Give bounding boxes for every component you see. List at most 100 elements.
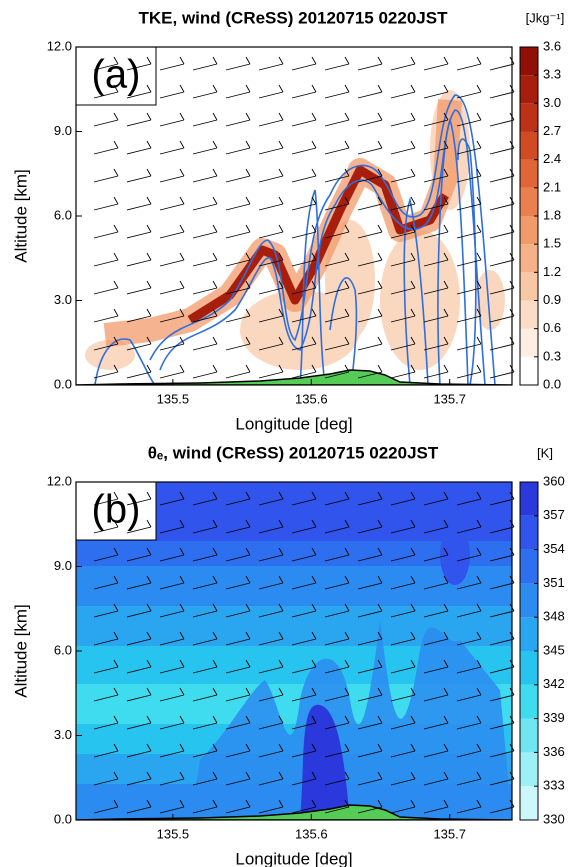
wind-barb bbox=[291, 364, 317, 379]
y-tick-label: 0.0 bbox=[54, 811, 72, 826]
wind-barb bbox=[159, 659, 185, 674]
wind-barb bbox=[291, 659, 317, 674]
wind-barb bbox=[258, 112, 284, 127]
wind-barb bbox=[390, 519, 416, 534]
wind-barb bbox=[126, 252, 152, 267]
wind-barb bbox=[423, 659, 449, 674]
wind-barb bbox=[423, 799, 449, 814]
colorbar-unit: [K] bbox=[537, 445, 553, 460]
wind-barb bbox=[423, 771, 449, 786]
wind-barb bbox=[192, 140, 218, 155]
x-axis-label: Longitude [deg] bbox=[235, 849, 352, 867]
wind-barb bbox=[159, 743, 185, 758]
wind-barb bbox=[390, 168, 416, 183]
wind-barb bbox=[390, 491, 416, 506]
wind-barb bbox=[93, 224, 119, 239]
wind-barb bbox=[456, 715, 482, 730]
wind-barb bbox=[258, 687, 284, 702]
wind-barb bbox=[159, 196, 185, 211]
wind-barb bbox=[225, 224, 251, 239]
colorbar-tick-label: 2.4 bbox=[543, 151, 561, 166]
wind-barb bbox=[390, 687, 416, 702]
wind-barb bbox=[93, 336, 119, 351]
colorbar-level bbox=[520, 583, 538, 618]
wind-barb bbox=[357, 252, 383, 267]
wind-barb bbox=[324, 519, 350, 534]
wind-barb bbox=[423, 336, 449, 351]
colorbar-tick-label: 2.1 bbox=[543, 179, 561, 194]
colorbar-tick-label: 0.3 bbox=[543, 348, 561, 363]
wind-barb bbox=[291, 491, 317, 506]
wind-barb bbox=[456, 56, 482, 71]
wind-barb bbox=[291, 84, 317, 99]
wind-barb bbox=[390, 112, 416, 127]
wind-barb bbox=[258, 631, 284, 646]
colorbar-tick-label: 3.0 bbox=[543, 95, 561, 110]
wind-barb bbox=[456, 196, 482, 211]
y-axis-label: Altitude [km] bbox=[11, 604, 30, 698]
colorbar-level bbox=[520, 482, 538, 516]
wind-barb bbox=[324, 715, 350, 730]
colorbar-level bbox=[520, 684, 538, 719]
wind-barb bbox=[258, 280, 284, 295]
colorbar-level bbox=[520, 131, 538, 160]
wind-barb bbox=[456, 743, 482, 758]
wind-barb bbox=[192, 715, 218, 730]
wind-barb bbox=[423, 631, 449, 646]
wind-barb bbox=[456, 603, 482, 618]
wind-barb bbox=[390, 547, 416, 562]
x-axis-label: Longitude [deg] bbox=[235, 414, 352, 433]
wind-barb bbox=[324, 631, 350, 646]
wind-barb bbox=[324, 112, 350, 127]
wind-barb bbox=[291, 519, 317, 534]
y-tick-label: 6.0 bbox=[54, 207, 72, 222]
wind-barb bbox=[159, 715, 185, 730]
colorbar-level bbox=[520, 103, 538, 132]
wind-barb bbox=[126, 799, 152, 814]
tke-field bbox=[76, 47, 512, 385]
wind-barb bbox=[357, 168, 383, 183]
wind-barb bbox=[159, 56, 185, 71]
wind-barb bbox=[126, 491, 152, 506]
wind-barb bbox=[258, 603, 284, 618]
wind-barb bbox=[93, 603, 119, 618]
x-tick-label: 135.5 bbox=[157, 391, 190, 406]
colorbar-tick-label: 342 bbox=[543, 676, 565, 691]
wind-barb bbox=[93, 308, 119, 323]
wind-barb bbox=[225, 715, 251, 730]
wind-barb bbox=[93, 112, 119, 127]
colorbar-tick-label: 1.2 bbox=[543, 264, 561, 279]
colorbar-level bbox=[520, 216, 538, 245]
wind-barb bbox=[291, 196, 317, 211]
wind-barb bbox=[390, 631, 416, 646]
x-tick-label: 135.6 bbox=[295, 826, 328, 841]
wind-barb bbox=[324, 84, 350, 99]
wind-barb bbox=[258, 519, 284, 534]
wind-barb bbox=[258, 364, 284, 379]
wind-barb bbox=[159, 519, 185, 534]
wind-barb bbox=[357, 687, 383, 702]
wind-barb bbox=[423, 140, 449, 155]
wind-barb bbox=[291, 252, 317, 267]
colorbar-level bbox=[520, 786, 538, 820]
colorbar-level bbox=[520, 75, 538, 104]
wind-barb bbox=[192, 743, 218, 758]
wind-barb bbox=[291, 56, 317, 71]
colorbar-tick-label: 330 bbox=[543, 811, 565, 826]
wind-barb bbox=[324, 771, 350, 786]
wind-barb bbox=[324, 799, 350, 814]
wind-barb bbox=[456, 308, 482, 323]
wind-barb bbox=[456, 224, 482, 239]
colorbar-tick-label: 360 bbox=[543, 473, 565, 488]
wind-barb bbox=[192, 336, 218, 351]
wind-barb bbox=[357, 659, 383, 674]
colorbar-unit: [Jkg⁻¹] bbox=[526, 10, 565, 25]
wind-barb bbox=[357, 308, 383, 323]
wind-barb bbox=[291, 224, 317, 239]
wind-barb bbox=[456, 364, 482, 379]
x-tick-label: 135.5 bbox=[157, 826, 190, 841]
colorbar-level bbox=[520, 244, 538, 273]
wind-barb bbox=[324, 687, 350, 702]
colorbar-tick-label: 1.8 bbox=[543, 207, 561, 222]
